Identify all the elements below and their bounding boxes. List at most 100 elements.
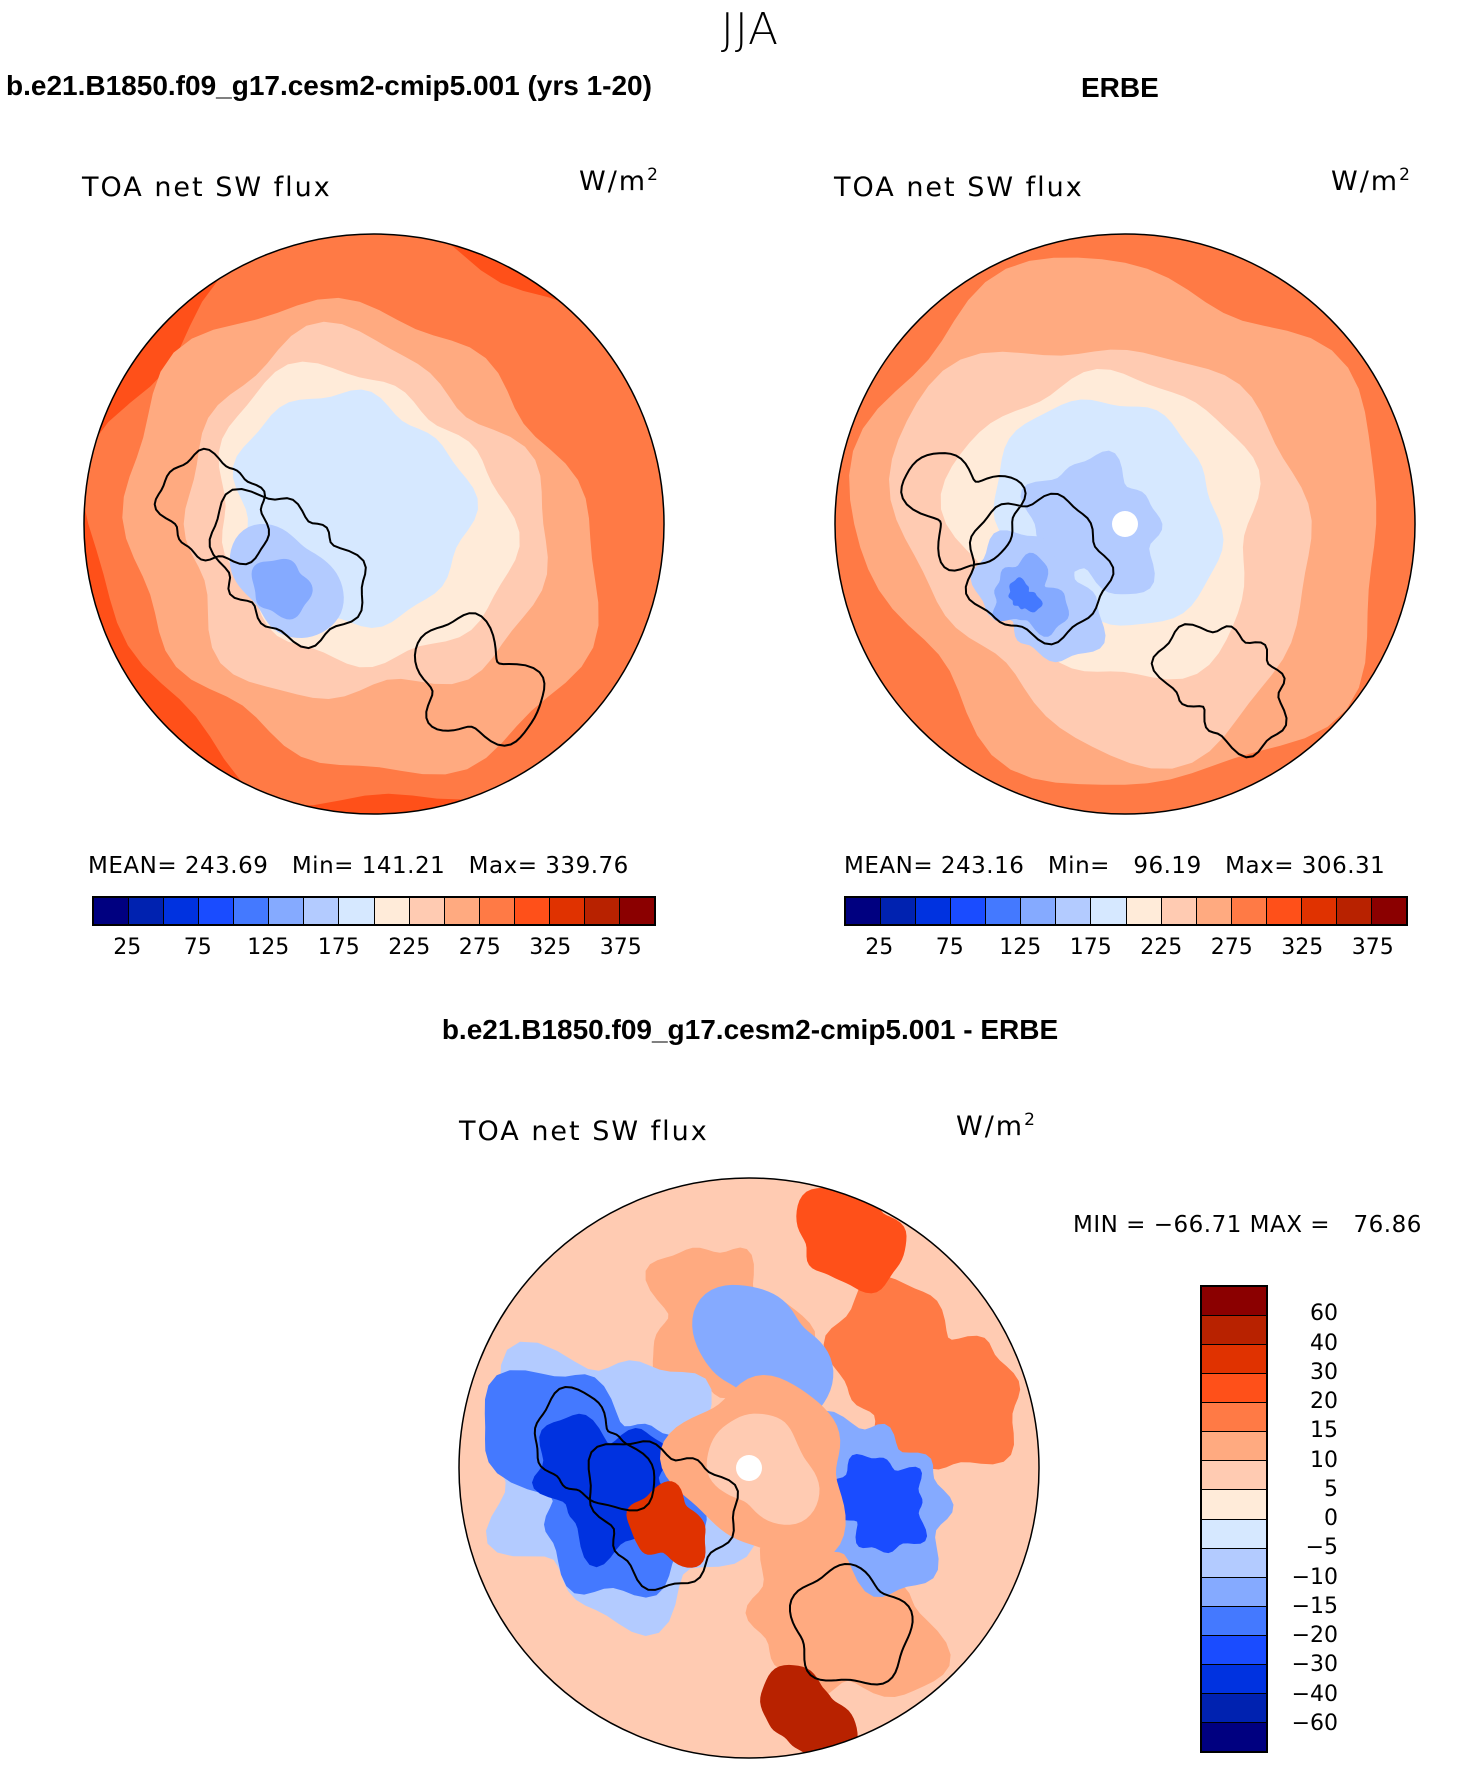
- figure-title: JJA: [720, 4, 780, 55]
- colorbar-tick-label: −20: [1291, 1623, 1338, 1648]
- colorbar-box: [1301, 898, 1337, 924]
- colorbar-box: [916, 898, 952, 924]
- colorbar-box: [1266, 898, 1302, 924]
- colorbar-tick-label: 375: [599, 935, 642, 960]
- panel1-stats: MEAN= 243.69 Min= 141.21 Max= 339.76: [88, 853, 629, 879]
- colorbar-box: [304, 898, 340, 924]
- colorbar-box: [164, 898, 200, 924]
- colorbar-tick-label: −5: [1305, 1535, 1338, 1561]
- colorbar-box: [129, 898, 165, 924]
- colorbar-box: [1202, 1432, 1266, 1462]
- panel2-stats: MEAN= 243.16 Min= 96.19 Max= 306.31: [844, 853, 1386, 879]
- contour-region: [823, 1275, 1021, 1470]
- contour-region: [760, 1664, 858, 1758]
- colorbar-tick-label: 225: [1140, 935, 1183, 960]
- panel3-label: TOA net SW flux: [459, 1116, 709, 1147]
- colorbar-box: [199, 898, 235, 924]
- colorbar-tick-label: 325: [1281, 935, 1324, 960]
- colorbar-tick-label: 225: [388, 935, 431, 960]
- panel1-label: TOA net SW flux: [82, 172, 332, 203]
- colorbar-box: [1371, 898, 1406, 924]
- colorbar-tick-label: 40: [1310, 1330, 1338, 1356]
- colorbar-box: [846, 898, 882, 924]
- contour-region: [706, 1413, 820, 1525]
- colorbar-box: [1231, 898, 1267, 924]
- colorbar-box: [234, 898, 270, 924]
- panel3-units: W/m2: [956, 1110, 1037, 1142]
- colorbar-box: [1202, 1693, 1266, 1723]
- map-border: [458, 1177, 1040, 1759]
- coastline: [153, 447, 546, 747]
- colorbar-box: [1126, 898, 1162, 924]
- colorbar-tick-label: 75: [183, 935, 212, 960]
- colorbar-tick-label: 275: [1210, 935, 1253, 960]
- contour-region: [823, 1454, 928, 1554]
- colorbar-tick-label: 25: [865, 935, 894, 960]
- colorbar-box: [1196, 898, 1232, 924]
- pole-missing-data: [736, 1455, 762, 1481]
- colorbar-tick-label: 25: [113, 935, 142, 960]
- colorbar-tick-label: 175: [317, 935, 360, 960]
- colorbar-tick-label: 125: [247, 935, 290, 960]
- colorbar-box: [514, 898, 550, 924]
- colorbar-box: [1202, 1461, 1266, 1491]
- colorbar-box: [584, 898, 620, 924]
- colorbar-tick-label: 5: [1324, 1476, 1338, 1502]
- colorbar-box: [951, 898, 987, 924]
- colorbar-tick-label: 30: [1310, 1359, 1338, 1385]
- panel2-label: TOA net SW flux: [834, 172, 1084, 203]
- colorbar-box: [1202, 1577, 1266, 1607]
- panel1-title: b.e21.B1850.f09_g17.cesm2-cmip5.001 (yrs…: [6, 70, 652, 101]
- colorbar-tick-label: 15: [1310, 1418, 1338, 1444]
- colorbar-box: [549, 898, 585, 924]
- colorbar-box: [374, 898, 410, 924]
- colorbar-box: [1161, 898, 1197, 924]
- colorbar-tick-label: −10: [1291, 1564, 1338, 1590]
- colorbar-tick-label: 175: [1069, 935, 1112, 960]
- contour-region: [1008, 577, 1043, 613]
- colorbar-tick-label: −60: [1291, 1710, 1338, 1736]
- colorbar-box: [1202, 1722, 1266, 1751]
- panel2-colorbar: [844, 896, 1408, 926]
- map-border: [834, 233, 1416, 815]
- colorbar-box: [94, 898, 130, 924]
- colorbar-box: [1202, 1403, 1266, 1433]
- colorbar-box: [881, 898, 917, 924]
- panel2-units: W/m2: [1331, 165, 1412, 197]
- colorbar-box: [1091, 898, 1127, 924]
- colorbar-box: [1202, 1345, 1266, 1375]
- colorbar-box: [1202, 1519, 1266, 1549]
- colorbar-tick-label: 60: [1310, 1301, 1338, 1327]
- colorbar-box: [1202, 1316, 1266, 1346]
- panel3-stats: MIN = −66.71 MAX = 76.86: [1073, 1212, 1422, 1238]
- contour-region: [626, 1481, 706, 1568]
- colorbar-box: [409, 898, 445, 924]
- colorbar-box: [1202, 1374, 1266, 1404]
- colorbar-box: [1336, 898, 1372, 924]
- panel1-colorbar: [92, 896, 656, 926]
- panel1-units: W/m2: [579, 165, 660, 197]
- panel2-title: ERBE: [1081, 72, 1159, 103]
- colorbar-box: [1202, 1548, 1266, 1578]
- colorbar-box: [339, 898, 375, 924]
- colorbar-box: [1202, 1287, 1266, 1317]
- colorbar-tick-label: −15: [1291, 1593, 1338, 1619]
- panel3-title: b.e21.B1850.f09_g17.cesm2-cmip5.001 - ER…: [441, 1014, 1059, 1045]
- colorbar-box: [1202, 1606, 1266, 1636]
- colorbar-box: [1056, 898, 1092, 924]
- colorbar-box: [986, 898, 1022, 924]
- panel3-colorbar: [1200, 1285, 1268, 1753]
- colorbar-tick-label: 75: [935, 935, 964, 960]
- colorbar-tick-label: −40: [1291, 1681, 1338, 1707]
- coastline: [900, 452, 1288, 759]
- colorbar-tick-label: 375: [1351, 935, 1394, 960]
- colorbar-box: [1202, 1664, 1266, 1694]
- colorbar-tick-label: 10: [1310, 1447, 1338, 1473]
- colorbar-box: [1202, 1490, 1266, 1520]
- colorbar-tick-label: 275: [458, 935, 501, 960]
- colorbar-tick-label: 125: [999, 935, 1042, 960]
- colorbar-tick-label: 20: [1310, 1389, 1338, 1414]
